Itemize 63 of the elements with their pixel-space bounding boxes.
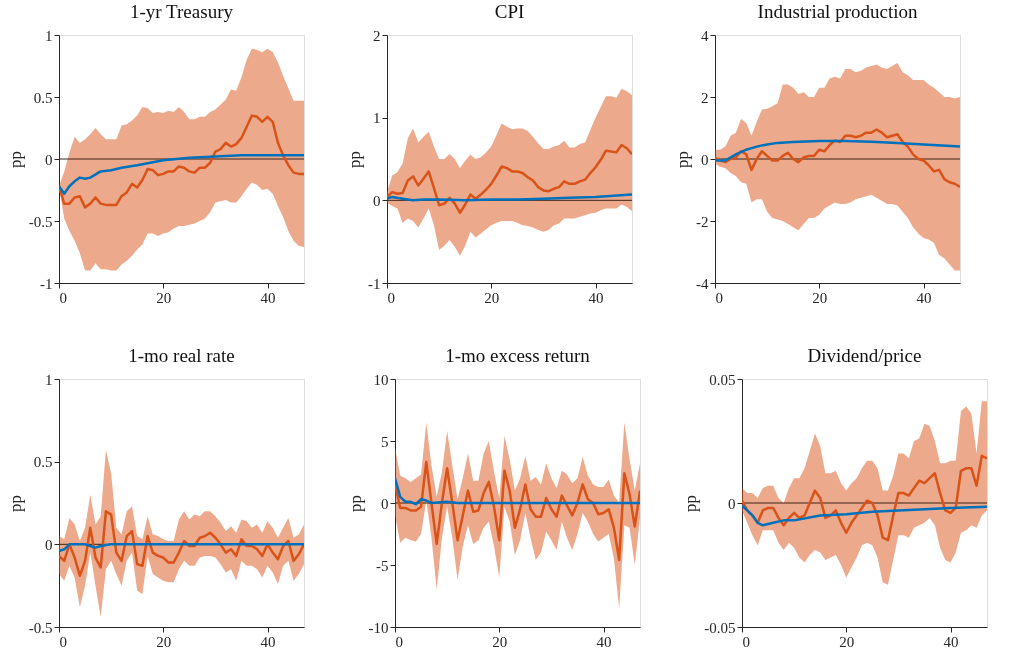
y-tick-label: 0 [728, 495, 736, 512]
line-series [742, 504, 987, 527]
y-axis-title: pp [681, 495, 701, 512]
x-tick-label: 40 [943, 633, 959, 650]
chart-title: 1-mo real rate [128, 345, 235, 366]
y-tick-label: 2 [701, 89, 709, 106]
y-tick-label: 0.05 [709, 371, 736, 388]
y-tick-label: 2 [373, 27, 381, 44]
x-tick-label: 40 [916, 289, 932, 306]
line-series [59, 114, 304, 209]
y-tick-label: -4 [696, 275, 709, 292]
x-tick-label: 20 [156, 289, 172, 306]
x-tick-label: 20 [484, 289, 500, 306]
chart-title: Industrial production [757, 1, 918, 22]
y-axis-title: pp [5, 151, 25, 168]
x-tick-label: 0 [59, 289, 67, 306]
y-tick-label: -1 [40, 275, 53, 292]
y-tick-label: 10 [373, 371, 389, 388]
y-tick-label: 0.5 [33, 89, 53, 106]
y-tick-label: -2 [696, 213, 709, 230]
y-tick-label: 0.5 [33, 454, 53, 471]
y-tick-label: 1 [45, 27, 53, 44]
chart-title: CPI [494, 1, 525, 22]
line-series [742, 454, 987, 542]
x-tick-label: 20 [492, 633, 508, 650]
y-tick-label: 4 [701, 27, 709, 44]
y-tick-label: 1 [45, 371, 53, 388]
y-tick-label: 0 [373, 192, 381, 209]
y-axis-title: pp [345, 495, 365, 512]
line-series [395, 460, 640, 562]
y-tick-label: 0 [381, 495, 389, 512]
y-tick-label: 5 [381, 433, 389, 450]
chart-title: Dividend/price [807, 345, 922, 366]
y-tick-label: 0 [701, 151, 709, 168]
x-tick-label: 0 [59, 633, 67, 650]
x-tick-label: 20 [812, 289, 828, 306]
y-tick-label: 0 [45, 536, 53, 553]
x-tick-label: 0 [742, 633, 750, 650]
x-tick-label: 20 [839, 633, 855, 650]
x-tick-label: 40 [260, 289, 276, 306]
x-tick-label: 0 [395, 633, 403, 650]
y-tick-label: -10 [368, 619, 389, 636]
y-tick-label: -1 [368, 275, 381, 292]
y-axis-title: pp [673, 151, 692, 168]
line-series [715, 139, 960, 162]
chart-title: 1-mo excess return [445, 345, 591, 366]
chart-title: 1-yr Treasury [130, 1, 234, 22]
line-series [59, 154, 304, 195]
y-tick-label: 1 [373, 110, 381, 127]
x-tick-label: 40 [588, 289, 604, 306]
line-series [387, 143, 632, 214]
y-tick-label: -0.5 [28, 619, 53, 636]
line-series [59, 543, 304, 553]
y-tick-label: -0.05 [704, 619, 736, 636]
y-axis-title: pp [5, 495, 25, 512]
y-tick-label: -5 [376, 557, 389, 574]
y-tick-label: -0.5 [28, 213, 53, 230]
line-series [395, 476, 640, 506]
x-tick-label: 20 [156, 633, 172, 650]
x-tick-label: 40 [596, 633, 612, 650]
y-axis-title: pp [345, 151, 364, 168]
x-tick-label: 40 [260, 633, 276, 650]
y-tick-label: 0 [45, 151, 53, 168]
